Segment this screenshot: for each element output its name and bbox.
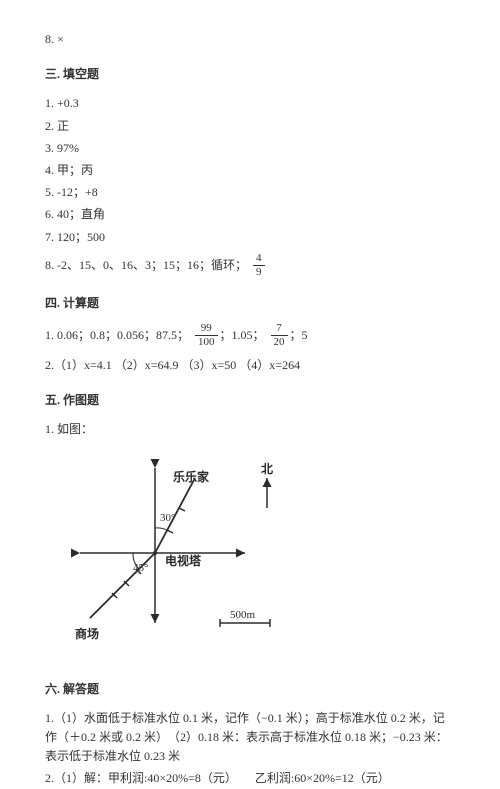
section-draw-heading: 五. 作图题: [45, 391, 455, 410]
calc-line-1-a: 1. 0.06；0.8；0.056；87.5；: [45, 326, 189, 345]
calc-line-1-b: ；1.05；: [220, 326, 265, 345]
top-answer: 8. ×: [45, 30, 455, 49]
solve-item-1: 1.（1）水面低于标准水位 0.1 米，记作（−0.1 米）；高于标准水位 0.…: [45, 709, 455, 767]
fill-item-6: 6. 40；直角: [45, 205, 455, 224]
section-calc-heading: 四. 计算题: [45, 294, 455, 313]
fill-item-5: 5. -12；+8: [45, 183, 455, 202]
fraction-num: 4: [253, 253, 265, 266]
fraction-7-20: 7 20: [271, 323, 288, 348]
section-solve-heading: 六. 解答题: [45, 680, 455, 699]
fraction-99-100: 99 100: [195, 323, 218, 348]
mall-label: 商场: [75, 626, 99, 641]
fill-item-1: 1. +0.3: [45, 94, 455, 113]
fraction-den: 9: [253, 266, 265, 278]
calc-line-1: 1. 0.06；0.8；0.056；87.5； 99 100 ；1.05； 7 …: [45, 323, 455, 348]
draw-item-1: 1. 如图：: [45, 420, 455, 439]
lele-label: 乐乐家: [173, 469, 210, 484]
section-fill-heading: 三. 填空题: [45, 65, 455, 84]
scale-label: 500m: [230, 609, 256, 621]
fill-item-8: 8. -2、15、0、16、3；15；16；循环； 4 9: [45, 253, 455, 278]
angle-45-label: 45°: [133, 562, 148, 574]
fill-item-4: 4. 甲；丙: [45, 161, 455, 180]
fraction-num: 7: [271, 323, 288, 336]
fill-item-2: 2. 正: [45, 117, 455, 136]
angle-30-label: 30°: [160, 512, 175, 524]
tvtower-label: 电视塔: [165, 553, 202, 568]
fill-item-3: 3. 97%: [45, 139, 455, 158]
calc-line-2: 2.（1）x=4.1 （2）x=64.9 （3）x=50 （4）x=264: [45, 356, 455, 375]
fill-item-7: 7. 120；500: [45, 228, 455, 247]
fraction-num: 99: [195, 323, 218, 336]
fraction-den: 20: [271, 336, 288, 348]
fill-item-8-text: 8. -2、15、0、16、3；15；16；循环；: [45, 256, 247, 275]
direction-diagram: 30° 45° 乐乐家 北 电视塔 商场 500m: [45, 453, 455, 659]
north-label: 北: [261, 461, 273, 476]
fraction-den: 100: [195, 336, 218, 348]
fraction-4-9: 4 9: [253, 253, 265, 278]
solve-item-2: 2.（1）解：甲利润:40×20%=8（元） 乙利润:60×20%=12（元）: [45, 769, 455, 788]
calc-line-1-c: ；5: [290, 326, 308, 345]
